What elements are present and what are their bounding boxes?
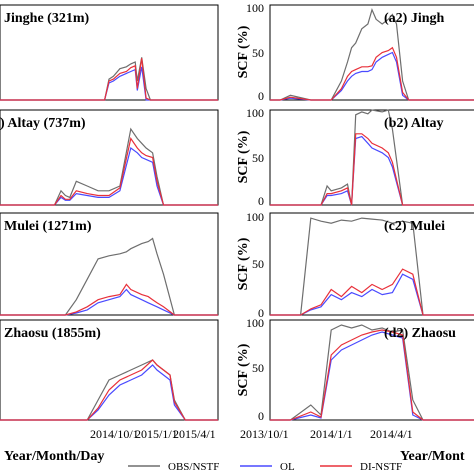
xtick-left-2: 2015/4/1 <box>173 427 216 441</box>
ytick-d2-100: 100 <box>246 316 264 330</box>
xtick-right-0: 2013/10/1 <box>240 427 289 441</box>
series-c2-ol <box>270 273 474 316</box>
ylabel-b2: SCF (%) <box>236 130 251 183</box>
series-d1-di <box>0 359 218 421</box>
frame-a2 <box>269 4 474 101</box>
panel-title-a1: Jinghe (321m) <box>4 11 90 26</box>
ytick-b2-100: 100 <box>246 106 264 120</box>
legend-obs-text: OBS/NSTF <box>168 461 219 473</box>
ylabel-c2: SCF (%) <box>236 237 251 290</box>
panel-title-b2: (b2) Altay <box>384 116 444 131</box>
series-a2-di <box>270 46 474 101</box>
series-c1-ol <box>0 288 218 316</box>
ytick-a2-0: 0 <box>258 89 264 103</box>
frame-c1 <box>0 212 219 316</box>
series-b1-ol <box>0 146 218 206</box>
panel-title-a2: (a2) Jingh <box>384 11 445 26</box>
ytick-a2-100: 100 <box>246 1 264 15</box>
xtick-left-1: 2015/1/1 <box>135 427 178 441</box>
ytick-d2-0: 0 <box>258 409 264 423</box>
xlabel-right: Year/Mont <box>400 449 465 464</box>
legend-di-text: DI-NSTF <box>360 461 402 473</box>
ytick-c2-50: 50 <box>252 257 264 271</box>
panel-title-d2: (d2) Zhaosu <box>384 326 456 341</box>
series-layer <box>0 8 474 421</box>
ylabel-d2: SCF (%) <box>236 343 251 396</box>
frame-c2 <box>269 212 474 316</box>
panel-title-c1: Mulei (1271m) <box>4 219 92 234</box>
series-c2-di <box>270 268 474 316</box>
frame-d2 <box>269 319 474 421</box>
ytick-a2-50: 50 <box>252 46 264 60</box>
series-b2-di <box>270 133 474 206</box>
panel-title-d1: Zhaosu (1855m) <box>4 326 101 341</box>
xtick-right-1: 2014/1/1 <box>310 427 353 441</box>
ytick-b2-50: 50 <box>252 151 264 165</box>
ylabel-a2: SCF (%) <box>236 25 251 78</box>
series-c1-di <box>0 283 218 316</box>
ytick-c2-0: 0 <box>258 306 264 320</box>
ytick-b2-0: 0 <box>258 194 264 208</box>
ytick-c2-100: 100 <box>246 210 264 224</box>
panel-title-c2: (c2) Mulei <box>384 219 445 234</box>
series-d2-ol <box>270 331 474 421</box>
series-b1-di <box>0 137 218 206</box>
panel-title-b1: ) Altay (737m) <box>0 116 86 131</box>
xlabel-left: Year/Month/Day <box>4 449 104 464</box>
ytick-d2-50: 50 <box>252 361 264 375</box>
series-b1-obs <box>0 127 218 206</box>
series-a1-obs <box>0 57 218 101</box>
series-d1-ol <box>0 364 218 421</box>
xtick-right-2: 2014/4/1 <box>370 427 413 441</box>
xtick-left-0: 2014/10/1 <box>90 427 139 441</box>
frame-a1 <box>0 4 219 101</box>
series-b2-ol <box>270 135 474 206</box>
series-a2-ol <box>270 51 474 101</box>
series-d2-di <box>270 329 474 421</box>
legend-ol-text: OL <box>280 461 295 473</box>
frame-d1 <box>0 319 219 421</box>
series-a1-di <box>0 58 218 101</box>
frame-b1 <box>0 109 219 206</box>
series-c1-obs <box>0 237 218 316</box>
